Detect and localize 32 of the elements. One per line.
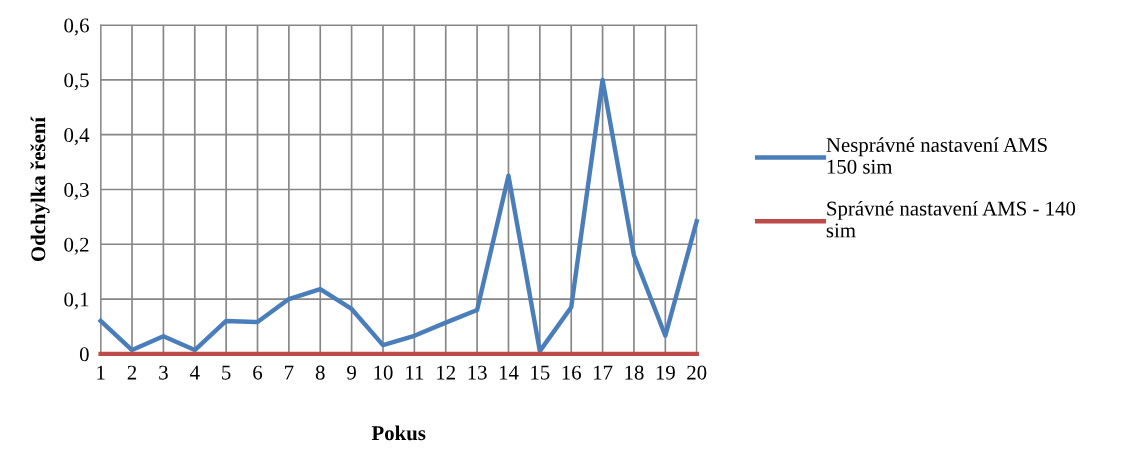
x-tick-label: 17 <box>594 365 613 380</box>
x-tick-label: 5 <box>222 365 231 380</box>
x-tick-label: 7 <box>285 365 294 380</box>
y-tick-label: 0,5 <box>64 73 89 91</box>
y-tick-label: 0,2 <box>64 237 89 255</box>
y-tick-label: 0,4 <box>64 128 90 146</box>
x-tick-label: 15 <box>531 365 550 380</box>
x-tick-label: 9 <box>347 365 356 380</box>
line-series <box>98 77 699 354</box>
x-tick-label: 2 <box>127 365 137 380</box>
x-axis-title: Pokus <box>371 425 426 441</box>
x-tick-label: 3 <box>159 365 168 380</box>
x-tick-label: 20 <box>687 365 707 380</box>
x-tick-label: 8 <box>315 365 325 380</box>
y-tick-label: 0 <box>79 347 89 362</box>
x-tick-label: 13 <box>468 365 487 380</box>
x-tick-label: 16 <box>562 365 582 380</box>
x-tick-label: 11 <box>406 365 424 380</box>
y-tick-label: 0,1 <box>64 292 89 310</box>
y-tick-label: 0,3 <box>64 182 89 200</box>
x-tick-label: 6 <box>253 365 263 380</box>
legend-label: Nesprávné nastavení AMS 150 sim <box>826 137 1047 174</box>
y-axis-title: Odchylka řešení <box>30 116 50 262</box>
x-tick-label: 10 <box>374 365 393 380</box>
x-tick-label: 19 <box>656 365 675 380</box>
x-tick-label: 1 <box>97 365 105 380</box>
x-tick-label: 14 <box>499 365 519 380</box>
x-tick-label: 18 <box>625 365 644 380</box>
x-tick-label: 12 <box>437 365 455 380</box>
y-tick-label: 0,6 <box>64 18 89 36</box>
x-tick-label: 4 <box>189 365 200 380</box>
legend-label: Správné nastavení AMS - 140 sim <box>826 200 1076 238</box>
